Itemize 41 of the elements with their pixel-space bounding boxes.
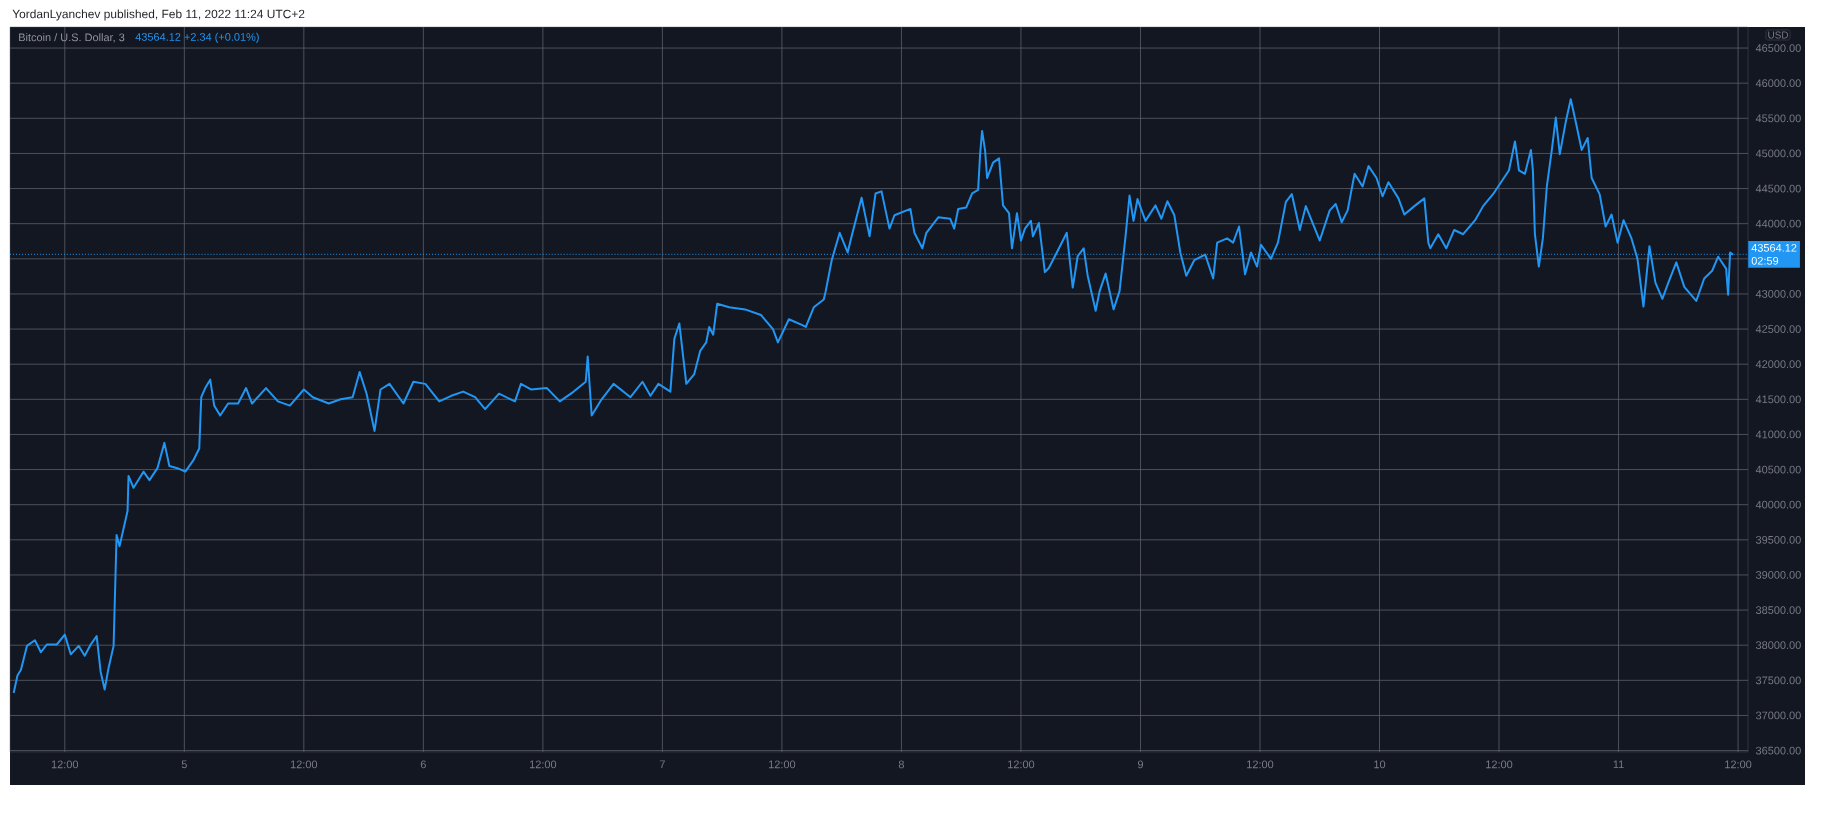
x-tick-label: 10 [1374, 760, 1386, 769]
chart-subtitle: 43564.12 +2.34 (+0.01%) [135, 32, 259, 43]
chart-title: Bitcoin / U.S. Dollar, 3 [19, 33, 125, 43]
x-tick-label: 8 [898, 760, 904, 769]
y-tick-label: 42000.00 [1755, 360, 1801, 369]
y-tick-label: 37500.00 [1755, 676, 1801, 685]
x-tick-label: 7 [659, 760, 665, 769]
y-tick-label: 42500.00 [1755, 325, 1801, 333]
x-tick-label: 5 [181, 760, 187, 769]
x-tick-label: 12:00 [1725, 760, 1752, 769]
y-tick-label: 45500.00 [1755, 114, 1801, 123]
y-tick-label: 38000.00 [1755, 641, 1801, 650]
y-tick-label: 38500.00 [1755, 606, 1801, 614]
y-tick-label: 40500.00 [1755, 465, 1801, 474]
ref-line-label: 43564.12 [1751, 243, 1797, 252]
x-tick-label: 11 [1613, 760, 1624, 769]
y-tick-label: 43000.00 [1755, 290, 1801, 298]
y-tick-label: 37000.00 [1755, 711, 1801, 720]
x-tick-label: 12:00 [1008, 760, 1035, 769]
y-tick-label: 40000.00 [1755, 500, 1801, 509]
x-tick-label: 12:00 [529, 760, 557, 769]
y-tick-label: 44000.00 [1755, 219, 1801, 228]
y-tick-label: 46500.00 [1755, 44, 1801, 52]
x-tick-label: 12:00 [1486, 760, 1513, 769]
text: 02:59 [1751, 256, 1779, 265]
y-tick-label: 39500.00 [1755, 535, 1801, 544]
y-tick-label: 41500.00 [1755, 395, 1801, 404]
x-tick-label: 12:00 [1247, 760, 1274, 769]
x-tick-label: 9 [1137, 760, 1143, 769]
y-axis-title: USD [1768, 31, 1789, 39]
y-tick-label: 45000.00 [1755, 149, 1801, 158]
y-tick-label: 46000.00 [1755, 79, 1801, 88]
x-tick-label: 6 [420, 760, 426, 769]
y-tick-label: 44500.00 [1755, 184, 1801, 193]
x-tick-label: 12:00 [290, 760, 318, 769]
y-tick-label: 39000.00 [1755, 571, 1801, 579]
text: YordanLyanchev published, Feb 11, 2022 11:24 UTC+2 [12, 9, 305, 21]
y-tick-label: 36500.00 [1755, 746, 1801, 755]
x-tick-label: 12:00 [769, 760, 796, 769]
y-tick-label: 41000.00 [1755, 430, 1801, 439]
x-tick-label: 12:00 [51, 760, 79, 769]
